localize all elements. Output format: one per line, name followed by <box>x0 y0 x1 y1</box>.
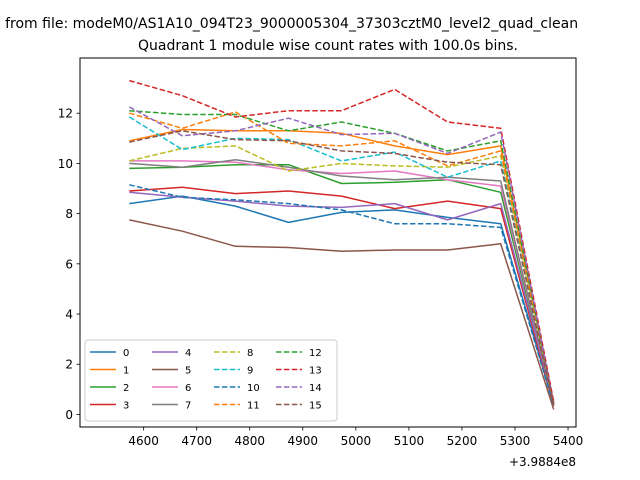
series-line-6 <box>129 160 555 404</box>
series-lines <box>128 79 555 410</box>
series-line-13 <box>129 79 555 403</box>
legend-label-2: 2 <box>123 383 129 394</box>
legend-label-15: 15 <box>309 401 322 412</box>
legend-label-13: 13 <box>309 366 322 377</box>
x-tick-label: 5200 <box>447 434 478 448</box>
series-line-2 <box>129 163 555 404</box>
legend-label-7: 7 <box>185 401 191 412</box>
series-line-12 <box>129 109 555 404</box>
series-line-7 <box>129 158 555 405</box>
series-line-3 <box>129 186 555 406</box>
series-line-1 <box>129 128 555 403</box>
series-line-0 <box>129 195 555 405</box>
x-tick-label: 5100 <box>394 434 425 448</box>
legend-label-9: 9 <box>247 366 253 377</box>
chart-title: Quadrant 1 module wise count rates with … <box>138 38 518 54</box>
y-tick-label: 4 <box>65 308 73 322</box>
series-line-5 <box>129 219 555 410</box>
figure-suptitle: ata from file: modeM0/AS1A10_094T23_9000… <box>0 16 578 32</box>
x-tick-label: 4700 <box>181 434 212 448</box>
series-line-11 <box>129 111 555 405</box>
legend-label-1: 1 <box>123 366 129 377</box>
y-tick-label: 0 <box>65 408 73 422</box>
legend-label-8: 8 <box>247 348 253 359</box>
y-tick-label: 6 <box>65 257 73 271</box>
legend-label-10: 10 <box>247 383 260 394</box>
x-tick-label: 5400 <box>553 434 584 448</box>
legend-label-11: 11 <box>247 401 260 412</box>
axis-ticks: 4600 4700 4800 4900 5000 5100 5200 5300 54000246… <box>58 107 584 448</box>
series-line-10 <box>129 184 555 406</box>
series-line-9 <box>128 116 555 404</box>
legend-label-4: 4 <box>185 348 191 359</box>
legend-label-3: 3 <box>123 401 129 412</box>
legend-label-0: 0 <box>123 348 129 359</box>
series-line-14 <box>128 106 555 405</box>
x-tick-label: 4800 <box>234 434 265 448</box>
series-line-15 <box>129 130 555 406</box>
series-line-8 <box>129 145 555 404</box>
x-tick-label: 4900 <box>288 434 319 448</box>
y-tick-label: 10 <box>58 157 73 171</box>
y-tick-label: 8 <box>65 207 73 221</box>
x-axis-offset-label: +3.9884e8 <box>509 455 576 469</box>
legend-label-12: 12 <box>309 348 322 359</box>
y-tick-label: 12 <box>58 107 73 121</box>
legend-label-6: 6 <box>185 383 191 394</box>
y-tick-label: 2 <box>65 358 73 372</box>
x-tick-label: 5000 <box>341 434 372 448</box>
legend-box <box>84 339 338 422</box>
legend-label-14: 14 <box>309 383 322 394</box>
x-tick-label: 4600 <box>128 434 159 448</box>
legend-label-5: 5 <box>185 366 191 377</box>
x-tick-label: 5300 <box>500 434 531 448</box>
axes-frame <box>79 57 577 428</box>
